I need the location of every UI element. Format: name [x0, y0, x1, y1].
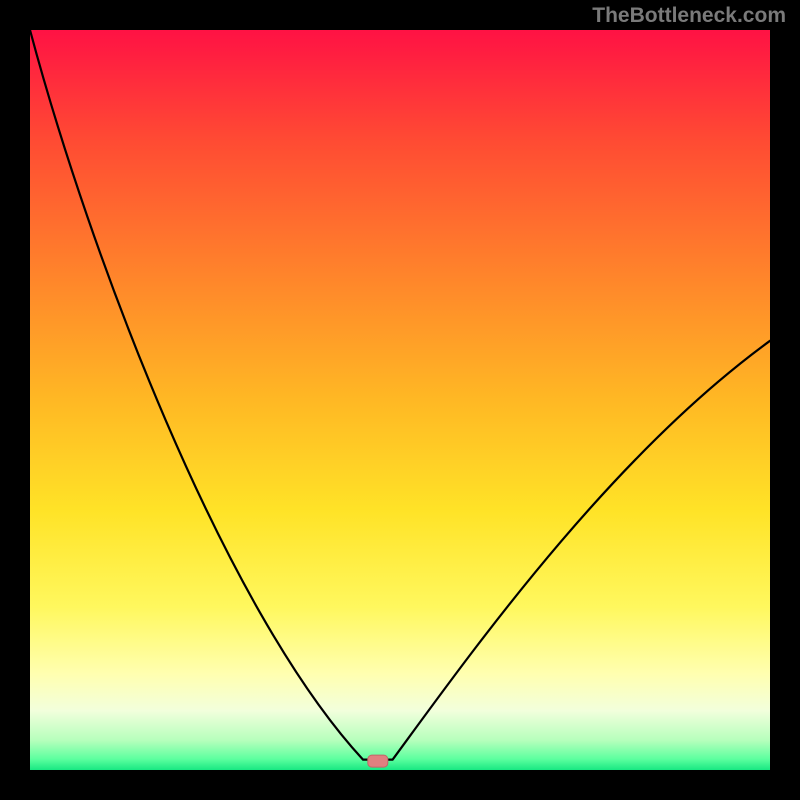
chart-svg	[0, 0, 800, 800]
chart-stage: TheBottleneck.com	[0, 0, 800, 800]
trough-marker	[368, 755, 388, 767]
plot-area	[30, 30, 770, 770]
